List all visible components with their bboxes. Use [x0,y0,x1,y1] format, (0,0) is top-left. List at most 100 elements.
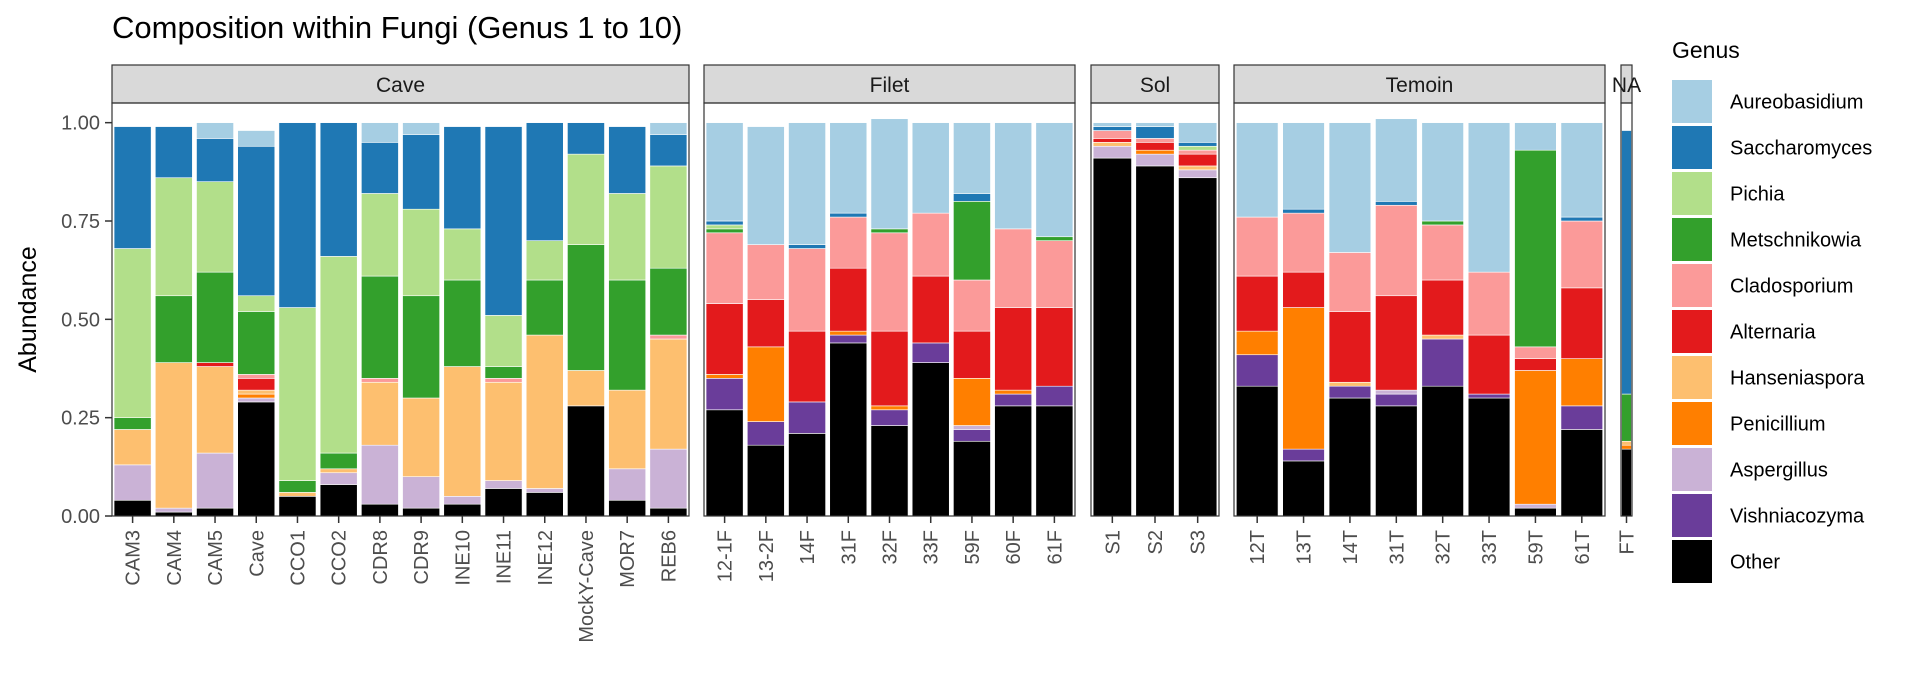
bar-segment-metschnikowia [361,275,399,379]
legend-label: Aureobasidium [1730,92,1863,114]
bar-stack [788,122,826,517]
bar-segment-aspergillus [484,480,523,489]
facet-strip [1090,64,1220,104]
bar-segment-hanseniaspora [237,389,276,395]
bar-segment-penicillium [746,346,785,422]
x-tick-label: 33T [1479,530,1501,564]
bar-segment-cladosporium [484,378,523,383]
bar-segment-saccharomyces [953,193,991,202]
bar-segment-saccharomyces [154,126,193,179]
bar-segment-vishniacozyma [1467,393,1511,399]
bar-segment-saccharomyces [525,122,564,241]
x-tick-label: CCO2 [329,530,351,586]
bar-segment-cladosporium [1514,346,1557,359]
legend-title: Genus [1672,37,1740,63]
bar-stack [525,122,564,517]
bar-segment-cladosporium [1135,138,1175,143]
bar-segment-cladosporium [237,374,276,379]
bar-segment-aspergillus [1135,153,1175,167]
bar-stack [829,122,868,517]
bar-segment-cladosporium [705,232,744,304]
x-tick-label: 31T [1386,530,1408,564]
bar-segment-cladosporium [1560,220,1603,289]
bar-segment-penicillium [237,393,276,399]
x-tick-label: 14T [1340,530,1362,564]
bar-segment-pichia [567,153,605,245]
bar-segment-hanseniaspora [361,381,399,446]
x-tick-label: S1 [1102,530,1124,554]
bar-segment-alternaria [1514,358,1557,371]
bar-segment-other [1375,405,1418,517]
bar-segment-cladosporium [994,228,1033,308]
bar-segment-metschnikowia [154,295,193,363]
bar-segment-hanseniaspora [649,338,688,450]
panel-border [1620,102,1633,517]
bar-stack [1467,122,1511,517]
bar-segment-alternaria [746,299,785,348]
bar-segment-cladosporium [1035,240,1074,308]
bar-segment-aureobasidium [649,122,688,135]
bar-segment-aureobasidium [829,122,868,214]
bar-stack [402,122,440,517]
y-tick-label: 0.50 [61,309,100,331]
bar-segment-penicillium [705,374,744,379]
bar-segment-hanseniaspora [154,362,193,509]
bar-segment-aureobasidium [402,122,440,135]
bar-segment-aureobasidium [1092,122,1132,127]
bar-stack [1514,122,1557,517]
bar-segment-penicillium [1236,330,1279,356]
bar-segment-metschnikowia [649,267,688,336]
chart-title: Composition within Fungi (Genus 1 to 10) [112,10,682,45]
bar-segment-metschnikowia [705,228,744,234]
bar-segment-aureobasidium [953,122,991,194]
bar-segment-other [361,503,399,517]
bar-segment-pichia [402,208,440,297]
legend-label: Metschnikowia [1730,230,1862,252]
facet-strip [111,64,690,104]
legend-label: Penicillium [1730,414,1826,436]
bar-segment-cladosporium [788,248,826,332]
bar-segment-aureobasidium [196,122,234,139]
x-tick-label: CAM4 [164,530,186,586]
bar-segment-other [1560,429,1603,517]
y-tick-label: 1.00 [61,113,100,135]
bar-segment-alternaria [196,362,234,367]
bar-segment-other [278,496,317,517]
bar-segment-other [608,499,647,517]
bar-segment-other [1514,507,1557,517]
bar-segment-pichia [608,193,647,281]
x-tick-label: CAM5 [205,530,227,586]
bar-segment-other [746,444,785,517]
x-tick-label: 14F [797,530,819,564]
bar-segment-aspergillus [154,507,193,513]
bar-stack [1178,122,1218,517]
bar-segment-aspergillus [1514,503,1557,509]
bar-segment-other [829,342,868,517]
bar-segment-vishniacozyma [1035,385,1074,407]
bar-segment-metschnikowia [484,366,523,379]
legend-label: Vishniacozyma [1730,506,1865,528]
bar-segment-vishniacozyma [829,334,868,344]
bar-segment-alternaria [1467,334,1511,395]
bar-segment-cladosporium [1467,271,1511,336]
bar-stack [1421,122,1464,517]
bar-segment-other [1467,397,1511,517]
bar-stack [278,122,317,517]
facet-strip-label: NA [1612,74,1641,97]
bar-segment-hanseniaspora [443,366,482,497]
bar-segment-metschnikowia [196,271,234,363]
legend-label: Alternaria [1730,322,1816,344]
legend-swatch [1672,448,1712,491]
legend-swatch [1672,356,1712,399]
x-tick-label: 32F [880,530,902,564]
legend-item-hanseniaspora: Hanseniaspora [1672,356,1865,399]
legend-item-alternaria: Alternaria [1672,310,1816,353]
legend-item-saccharomyces: Saccharomyces [1672,126,1872,169]
bar-stack [1375,118,1418,517]
bar-segment-aspergillus [1375,389,1418,395]
bar-stack [649,122,688,517]
facet-strip-label: Filet [870,74,910,97]
bar-segment-other [525,492,564,517]
bar-segment-other [402,507,440,517]
legend-label: Pichia [1730,184,1785,206]
